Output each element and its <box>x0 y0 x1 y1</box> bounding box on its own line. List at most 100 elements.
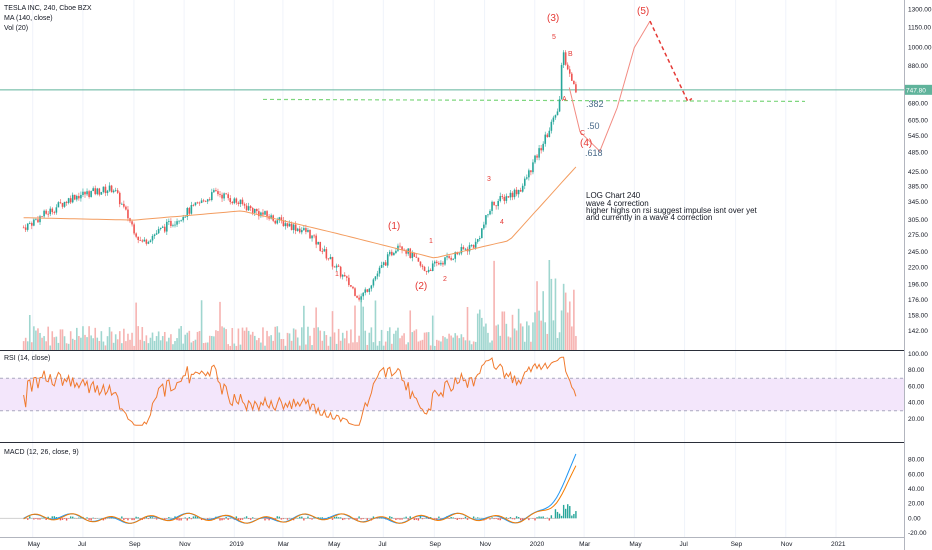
candle-body <box>270 215 272 219</box>
volume-bar <box>82 326 84 350</box>
candle-body <box>258 211 260 217</box>
macd-hist-bar <box>462 518 465 519</box>
volume-bar <box>542 291 544 350</box>
volume-bar <box>288 333 291 350</box>
candle-body <box>33 219 35 226</box>
macd-hist-bar <box>313 516 315 519</box>
candle-body <box>116 190 119 193</box>
volume-bar <box>208 335 211 350</box>
volume-bar <box>319 330 322 350</box>
projection-path[interactable] <box>568 20 651 153</box>
volume-bar <box>425 332 428 350</box>
candle-body <box>540 148 542 151</box>
volume-bar <box>327 345 330 350</box>
candle-body <box>368 288 371 292</box>
candle-body <box>57 202 60 208</box>
rsi-legend[interactable]: RSI (14, close) <box>4 355 50 362</box>
volume-bar <box>495 325 497 350</box>
macd-hist-bar <box>207 518 209 520</box>
volume-bar <box>102 341 105 350</box>
macd-hist-bar <box>536 517 538 519</box>
volume-bar <box>104 345 107 350</box>
wave-label-3: (3) <box>547 13 559 24</box>
subwave-label-2: 2 <box>443 276 447 283</box>
volume-bar <box>237 328 240 350</box>
volume-bar <box>436 339 438 350</box>
candle-body <box>515 189 518 195</box>
volume-bar <box>80 337 82 350</box>
volume-bar <box>256 340 258 350</box>
macd-axis-ticks[interactable]: 80.00 60.00 40.00 20.00 0.00 -20.00 <box>908 457 927 537</box>
volume-bar <box>170 334 172 350</box>
volume-bar <box>204 342 207 350</box>
candle-body <box>239 199 242 205</box>
macd-hist-bar <box>223 518 225 520</box>
candle-body <box>411 252 414 258</box>
price-tick-2: 1000.00 <box>908 45 932 52</box>
volume-bar <box>114 334 117 350</box>
macd-hist-bar <box>505 517 508 519</box>
candle-body <box>194 202 197 206</box>
candle-body <box>364 289 367 293</box>
candle-body <box>37 219 39 223</box>
macd-hist-bar <box>184 517 186 519</box>
time-tick-6: May <box>328 541 341 548</box>
volume-bar <box>219 301 221 350</box>
annotation-line-1: LOG Chart 240 <box>586 191 641 200</box>
volume-bar <box>564 292 567 350</box>
macd-hist-bar <box>528 518 530 521</box>
candle-body <box>151 236 154 241</box>
ma-legend[interactable]: MA (140, close) <box>4 15 53 22</box>
symbol-legend[interactable]: TESLA INC, 240, Cboe BZX <box>4 5 92 12</box>
price-axis-ticks[interactable]: 1300.001150.001000.00880.00760.00680.006… <box>908 6 932 335</box>
volume-bar <box>163 331 166 350</box>
annotation-note[interactable]: LOG Chart 240 wave 4 correction higher h… <box>585 191 758 222</box>
candle-body <box>67 198 70 203</box>
candle-body <box>413 252 416 257</box>
projection-dashed-path[interactable] <box>649 20 693 103</box>
rsi-axis-ticks[interactable]: 100.00 80.00 60.00 40.00 20.00 <box>908 351 928 423</box>
price-tick-12: 305.00 <box>908 217 928 224</box>
fib-label-50: .50 <box>587 121 600 131</box>
candle-body <box>217 191 219 195</box>
candle-body <box>468 245 471 252</box>
volume-bar <box>560 310 563 350</box>
candle-body <box>409 248 412 258</box>
candle-body <box>309 230 311 239</box>
volume-bar <box>362 306 364 350</box>
macd-legend[interactable]: MACD (12, 26, close, 9) <box>4 449 79 456</box>
volume-bar <box>159 340 162 350</box>
candle-body <box>458 253 461 255</box>
candle-body <box>419 261 422 266</box>
volume-bar <box>413 330 416 350</box>
ma-140-line <box>23 166 577 259</box>
macd-hist-bar <box>454 518 456 519</box>
candle-body <box>55 207 58 213</box>
macd-hist-bar <box>237 518 240 520</box>
volume-bar <box>458 338 461 350</box>
volume-bar <box>282 338 285 350</box>
volume-bar <box>227 344 229 350</box>
macd-hist-bar <box>190 518 193 520</box>
volume-bar <box>532 322 534 350</box>
candle-body <box>133 224 135 234</box>
macd-hist-bar <box>45 518 47 520</box>
macd-hist-bar <box>125 518 127 519</box>
volume-bar <box>45 341 47 350</box>
volume-bar <box>221 326 223 350</box>
volume-bar <box>503 311 506 350</box>
volume-bar <box>145 335 148 350</box>
macd-hist-bar <box>571 515 573 519</box>
target-level-line[interactable] <box>262 98 806 103</box>
time-axis-ticks[interactable]: May Jul Sep Nov 2019 Mar May Jul Sep Nov 2020 Mar Ma… <box>28 541 846 548</box>
macd-hist-bar <box>104 518 107 520</box>
candle-body <box>208 199 211 201</box>
vol-legend[interactable]: Vol (20) <box>4 25 28 32</box>
macd-hist-bar <box>540 516 542 519</box>
volume-bar <box>98 340 101 350</box>
candle-body <box>294 224 297 231</box>
volume-bar <box>536 281 538 350</box>
macd-hist-bar <box>331 518 334 520</box>
candle-body <box>71 194 74 203</box>
